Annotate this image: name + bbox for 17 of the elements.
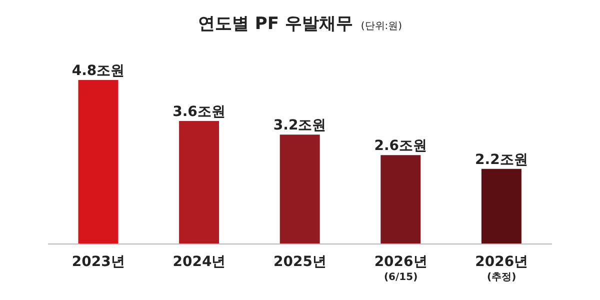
x-tick-label: 2024년 (172, 254, 226, 270)
data-label: 2.2조원 (475, 152, 528, 168)
data-label: 2.6조원 (374, 138, 428, 154)
x-tick-label: 2025년 (274, 254, 326, 270)
bar (280, 134, 320, 244)
data-label: 3.6조원 (172, 104, 226, 120)
x-tick-label: 2026년 (추정) (475, 254, 528, 283)
chart-title: 연도별 PF 우발채무 (198, 13, 353, 35)
x-tick-label: 2023년 (72, 254, 125, 270)
data-label: 4.8조원 (72, 63, 125, 79)
data-label: 3.2조원 (273, 118, 326, 134)
bar (78, 80, 118, 244)
x-tick-label: 2026년 (6/15) (374, 254, 428, 283)
bar (380, 155, 421, 244)
chart-subtitle: (단위:원) (360, 20, 402, 33)
bar (179, 121, 220, 244)
bar (481, 168, 522, 244)
